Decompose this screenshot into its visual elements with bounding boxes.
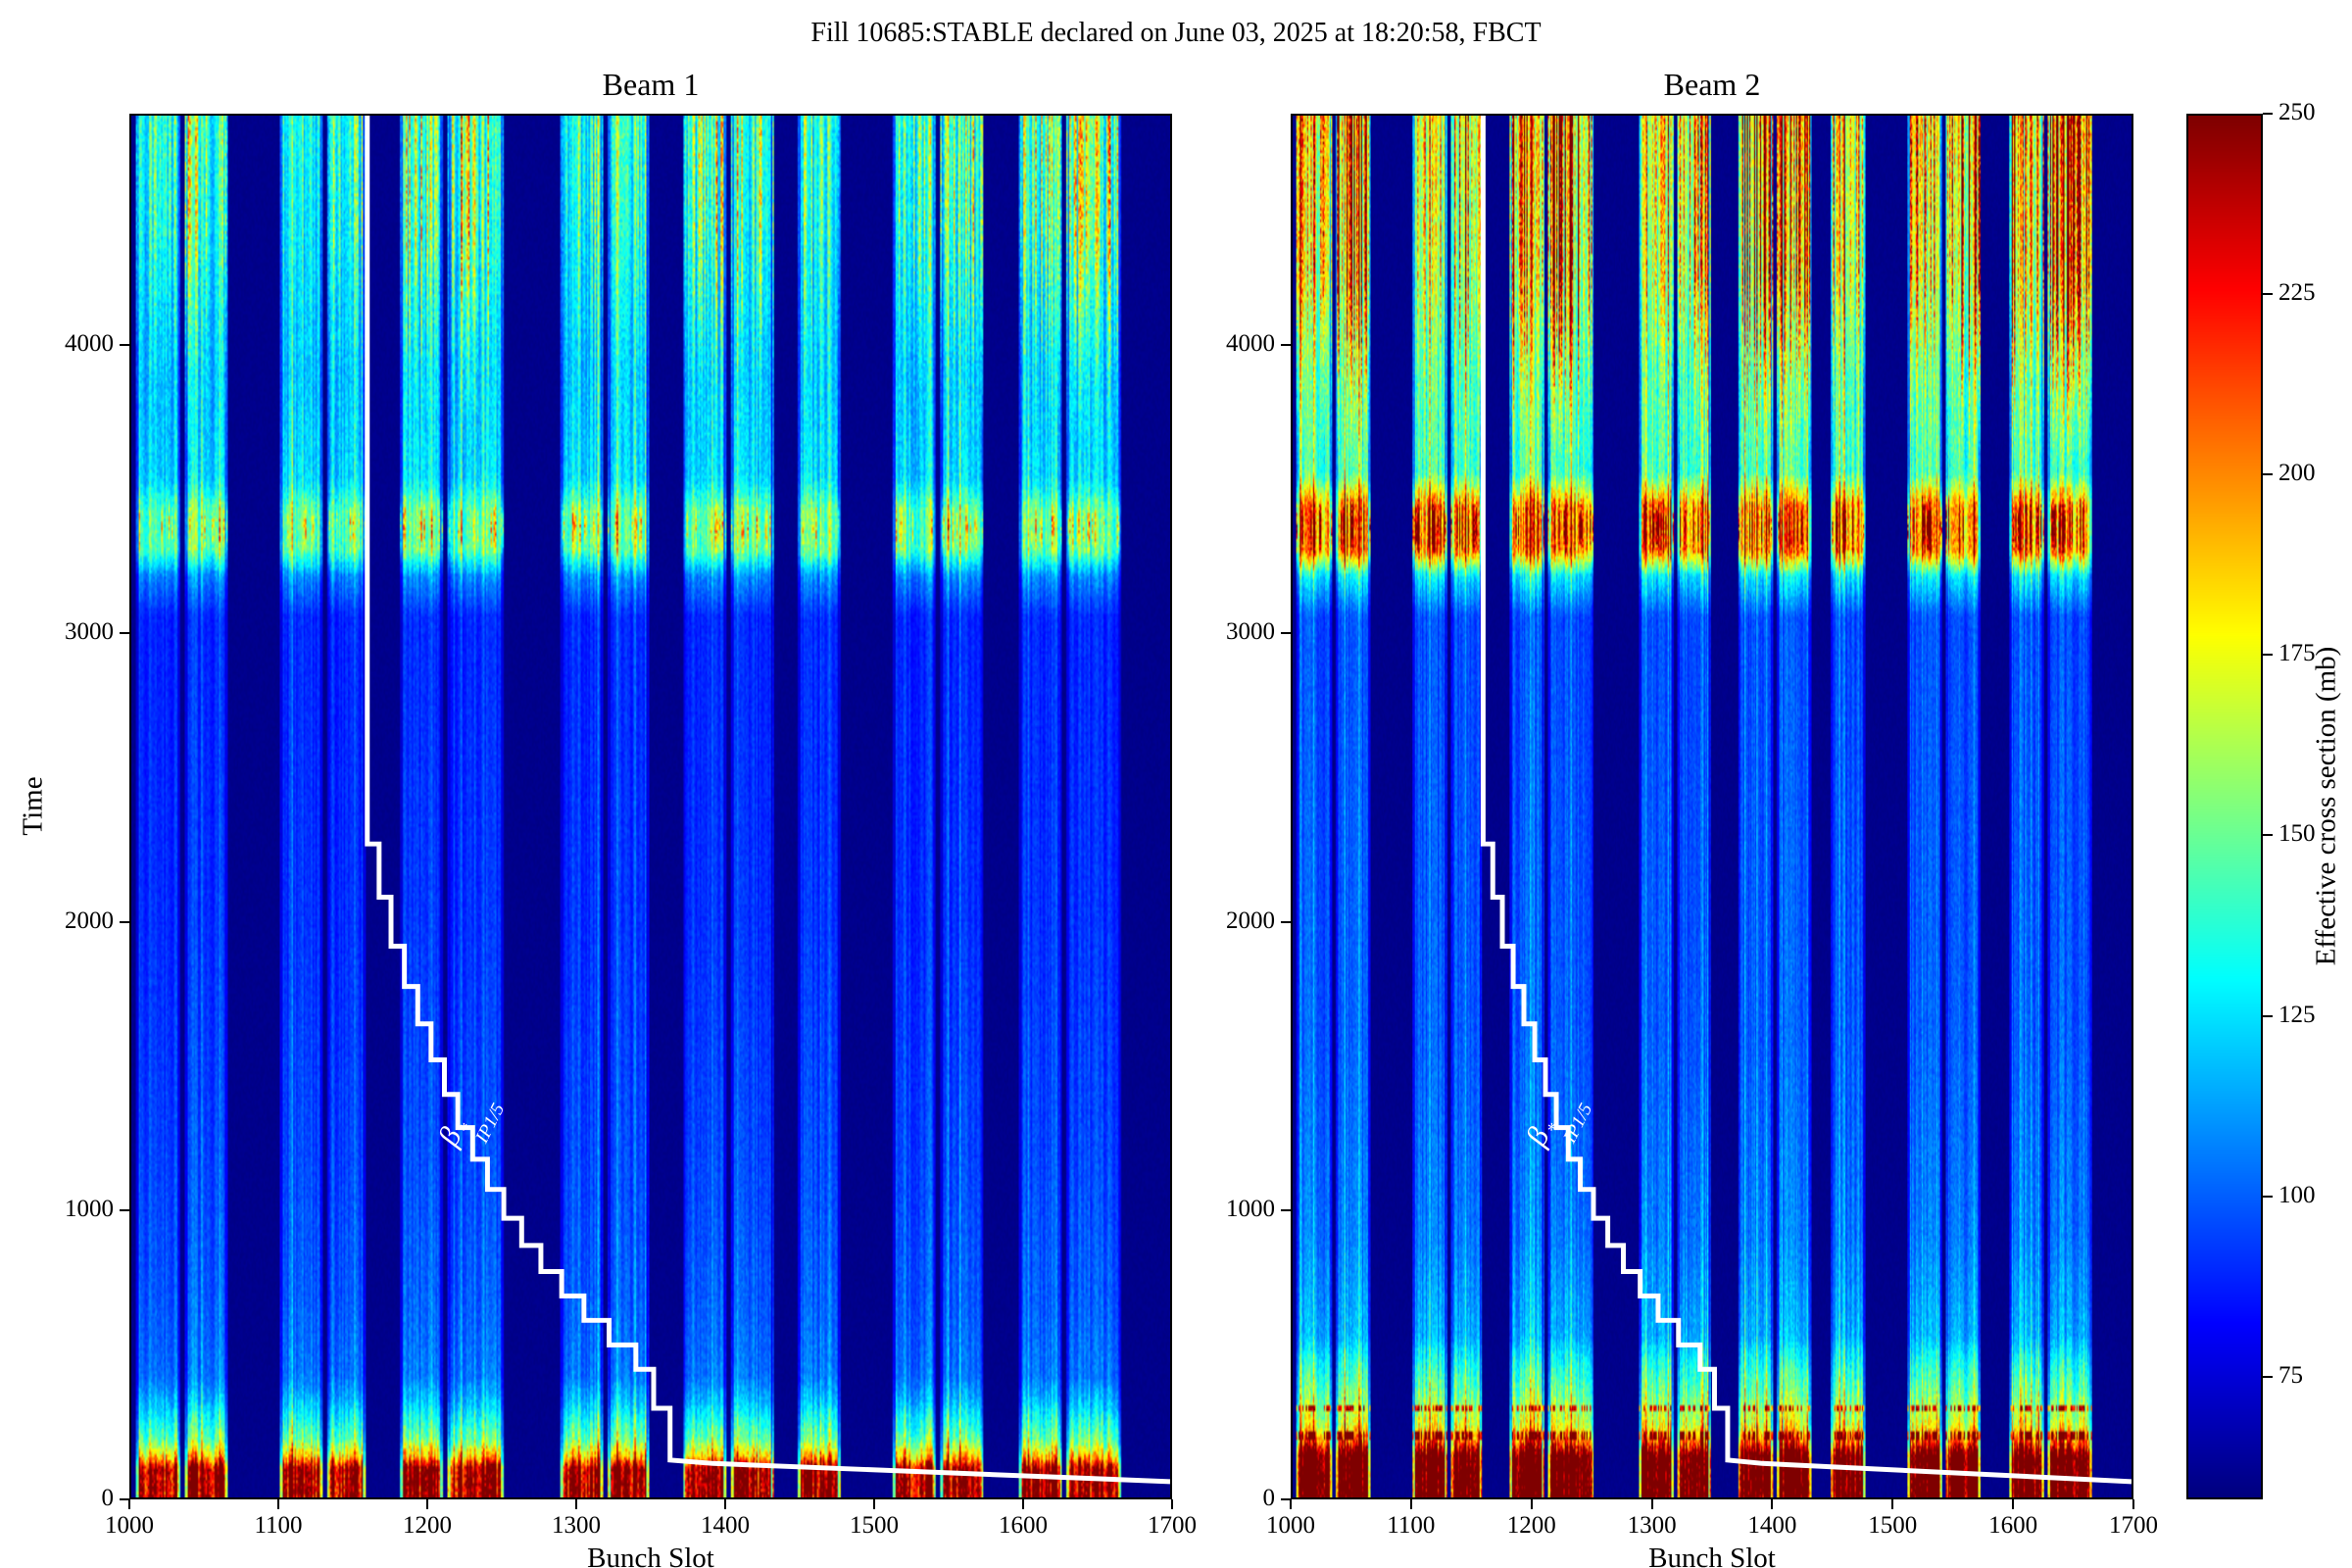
colorbar-tick-label: 175 <box>2278 640 2316 667</box>
y-tick-label: 3000 <box>65 618 114 646</box>
colorbar-tick-mark <box>2263 113 2273 115</box>
y-tick-label: 0 <box>1262 1485 1276 1511</box>
y-tick-mark <box>120 920 129 923</box>
y-tick-label: 4000 <box>1226 329 1275 357</box>
beam1-title: Beam 1 <box>602 67 700 102</box>
x-tick-mark <box>724 1499 726 1509</box>
y-tick-mark <box>120 1209 129 1212</box>
colorbar-tick-label: 75 <box>2278 1361 2303 1389</box>
x-tick-label: 1400 <box>1747 1512 1797 1539</box>
colorbar-label: Effective cross section (mb) <box>2310 646 2342 966</box>
y-tick-label: 4000 <box>65 329 114 357</box>
y-tick-mark <box>120 1498 129 1500</box>
y-tick-label: 1000 <box>1226 1196 1275 1223</box>
x-tick-mark <box>426 1499 428 1509</box>
x-tick-mark <box>128 1499 130 1509</box>
y-axis-label: Time <box>17 776 49 836</box>
colorbar-tick-label: 225 <box>2278 279 2316 307</box>
x-tick-label: 1600 <box>999 1512 1048 1539</box>
x-tick-mark <box>575 1499 577 1509</box>
colorbar-tick-label: 250 <box>2278 99 2316 125</box>
beam2-title: Beam 2 <box>1663 67 1761 102</box>
x-tick-mark <box>1530 1499 1533 1509</box>
figure-title: Fill 10685:STABLE declared on June 03, 2… <box>810 18 1542 48</box>
x-tick-label: 1000 <box>1266 1512 1315 1539</box>
beam1-heatmap-canvas <box>131 116 1170 1497</box>
y-tick-label: 2000 <box>1226 906 1275 934</box>
y-tick-label: 3000 <box>1226 618 1275 646</box>
colorbar-tick-mark <box>2263 834 2273 837</box>
colorbar-tick-mark <box>2263 1014 2273 1017</box>
x-tick-label: 1100 <box>1387 1512 1436 1539</box>
colorbar-tick-mark <box>2263 1195 2273 1198</box>
x-tick-mark <box>2012 1499 2015 1509</box>
x-tick-label: 1300 <box>1627 1512 1677 1539</box>
x-tick-label: 1400 <box>701 1512 750 1539</box>
x-tick-label: 1600 <box>1988 1512 2038 1539</box>
colorbar-tick-label: 100 <box>2278 1181 2316 1208</box>
x-tick-label: 1100 <box>254 1512 303 1539</box>
colorbar-tick-label: 125 <box>2278 1001 2316 1028</box>
x-tick-label: 1300 <box>552 1512 601 1539</box>
y-tick-mark <box>1281 343 1291 346</box>
y-tick-label: 0 <box>101 1485 115 1511</box>
y-tick-label: 2000 <box>65 906 114 934</box>
colorbar-canvas <box>2188 116 2261 1497</box>
y-tick-mark <box>120 343 129 346</box>
x-tick-mark <box>1290 1499 1292 1509</box>
x-tick-label: 1000 <box>105 1512 154 1539</box>
x-tick-label: 1500 <box>850 1512 899 1539</box>
x-tick-mark <box>1650 1499 1653 1509</box>
y-tick-mark <box>1281 1209 1291 1212</box>
beam1-heatmap-area <box>129 114 1172 1499</box>
x-tick-mark <box>1409 1499 1412 1509</box>
x-tick-label: 1700 <box>2109 1512 2158 1539</box>
y-tick-mark <box>1281 1498 1291 1500</box>
y-tick-mark <box>1281 920 1291 923</box>
colorbar-tick-mark <box>2263 1375 2273 1378</box>
colorbar-tick-mark <box>2263 293 2273 296</box>
colorbar-tick-label: 200 <box>2278 460 2316 487</box>
beam2-heatmap-canvas <box>1293 116 2132 1497</box>
beam2-x-axis-label: Bunch Slot <box>1648 1543 1776 1568</box>
y-tick-mark <box>120 632 129 635</box>
x-tick-label: 1200 <box>1506 1512 1556 1539</box>
beam1-x-axis-label: Bunch Slot <box>587 1543 714 1568</box>
x-tick-mark <box>1771 1499 1774 1509</box>
x-tick-mark <box>1171 1499 1173 1509</box>
x-tick-mark <box>1891 1499 1894 1509</box>
x-tick-mark <box>1022 1499 1024 1509</box>
colorbar-tick-mark <box>2263 473 2273 476</box>
colorbar-tick-mark <box>2263 654 2273 657</box>
beam2-heatmap-area <box>1291 114 2133 1499</box>
y-tick-label: 1000 <box>65 1196 114 1223</box>
x-tick-mark <box>277 1499 279 1509</box>
x-tick-label: 1700 <box>1148 1512 1197 1539</box>
y-tick-mark <box>1281 632 1291 635</box>
x-tick-label: 1200 <box>403 1512 452 1539</box>
colorbar-tick-label: 150 <box>2278 820 2316 848</box>
x-tick-mark <box>2132 1499 2134 1509</box>
x-tick-label: 1500 <box>1868 1512 1918 1539</box>
colorbar <box>2186 114 2263 1499</box>
x-tick-mark <box>873 1499 875 1509</box>
